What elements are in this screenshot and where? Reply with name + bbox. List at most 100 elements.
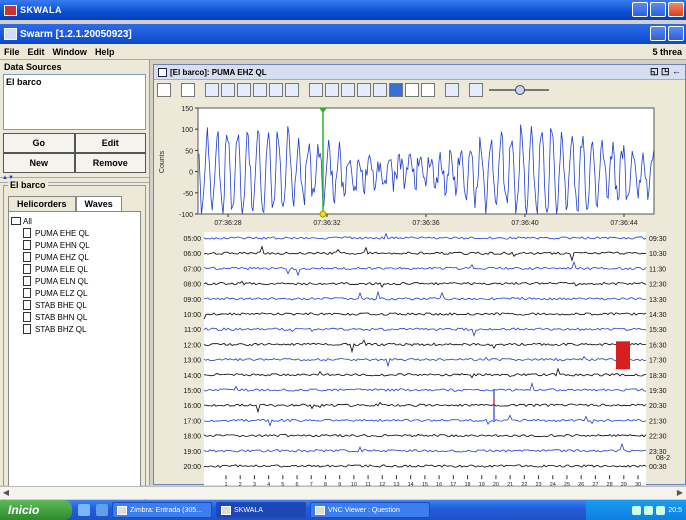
tray-icon[interactable] xyxy=(632,505,642,515)
wave-window-icon xyxy=(158,67,167,77)
scroll-right-icon[interactable]: ▶ xyxy=(676,488,684,497)
swarm-minimize-button[interactable] xyxy=(650,26,666,41)
task-skwala[interactable]: SKWALA xyxy=(216,502,306,518)
cursor-bottom-marker xyxy=(319,210,327,218)
minute-tick-label: 29 xyxy=(621,482,627,486)
helicorder-trace xyxy=(203,381,647,392)
tree-item[interactable]: PUMA EHZ QL xyxy=(11,251,138,263)
helicorder-chart[interactable]: 05:00 09:30 06:00 10:30 07:00 11:30 08:00 12:30… xyxy=(154,232,686,486)
minute-tick-label: 13 xyxy=(393,482,399,486)
edit-button[interactable]: Edit xyxy=(74,133,146,153)
splitter-arrows-icon[interactable]: ▲▼ xyxy=(2,175,14,181)
panel-splitter[interactable]: ▲▼ xyxy=(0,175,149,183)
helicorder-trace xyxy=(203,260,647,277)
clip-icon[interactable] xyxy=(405,83,419,97)
row-time-label-right: 17:30 xyxy=(649,358,667,365)
browser-icon[interactable] xyxy=(96,504,108,516)
minute-tick-label: 21 xyxy=(507,482,513,486)
minute-tick-label: 15 xyxy=(422,482,428,486)
task-vnc-question[interactable]: VNC Viewer : Question xyxy=(310,502,430,518)
slider-knob[interactable] xyxy=(515,85,525,95)
tree-item[interactable]: PUMA ELZ QL xyxy=(11,287,138,299)
scroll-left-icon[interactable]: ◀ xyxy=(2,488,10,497)
row-time-label: 06:00 xyxy=(183,251,201,258)
scale-x-icon[interactable] xyxy=(269,83,283,97)
horizontal-scrollbar[interactable]: ◀ ▶ xyxy=(0,486,686,499)
minute-tick-label: 27 xyxy=(592,482,598,486)
helicorder-trace xyxy=(203,414,647,427)
restore-icon[interactable] xyxy=(157,83,171,97)
magnify-minus-icon[interactable] xyxy=(325,83,339,97)
start-button[interactable]: Inicio xyxy=(0,500,72,520)
vnc-title: SKWALA xyxy=(20,5,62,15)
x-tick-label: 07:36:36 xyxy=(412,220,439,227)
fast-forward-icon[interactable] xyxy=(221,83,235,97)
helicorder-trace xyxy=(203,433,647,438)
gain-slider[interactable] xyxy=(489,83,549,97)
menu-window[interactable]: Window xyxy=(52,46,87,57)
channel-tree: All PUMA EHE QL PUMA EHN QL PUMA EHZ QL … xyxy=(8,211,141,495)
crosshair-icon[interactable] xyxy=(341,83,355,97)
tree-item[interactable]: PUMA EHE QL xyxy=(11,227,138,239)
tab-helicorders[interactable]: Helicorders xyxy=(8,196,76,211)
close-button[interactable] xyxy=(668,2,684,17)
new-button[interactable]: New xyxy=(3,153,75,173)
spectrogram-icon[interactable] xyxy=(389,83,403,97)
copy-icon[interactable] xyxy=(181,83,195,97)
menu-file[interactable]: File xyxy=(4,46,20,57)
row-time-label: 13:00 xyxy=(183,358,201,365)
y-tick-label: 0 xyxy=(189,170,193,177)
menu-bar: File Edit Window Help 5 threa xyxy=(0,44,686,60)
tree-root[interactable]: All xyxy=(11,215,138,227)
minute-tick-label: 7 xyxy=(310,482,313,486)
task-zimbra[interactable]: Zimbra: Entrada (305... xyxy=(112,502,212,518)
group-title: El barco xyxy=(8,180,48,190)
tree-item[interactable]: PUMA ELN QL xyxy=(11,275,138,287)
export-icon[interactable] xyxy=(445,83,459,97)
settings-icon[interactable] xyxy=(421,83,435,97)
go-button[interactable]: Go xyxy=(3,133,75,153)
menu-help[interactable]: Help xyxy=(94,46,115,57)
pick-icon[interactable] xyxy=(357,83,371,97)
tree-item[interactable]: PUMA ELE QL xyxy=(11,263,138,275)
rewind-icon[interactable] xyxy=(205,83,219,97)
zoom-in-icon[interactable] xyxy=(237,83,251,97)
desktop-icon[interactable] xyxy=(78,504,90,516)
tree-item[interactable]: STAB BHE QL xyxy=(11,299,138,311)
y-tick-label: -50 xyxy=(183,191,193,198)
helicorder-trace xyxy=(203,280,647,288)
tab-waves[interactable]: Waves xyxy=(75,196,122,211)
menu-edit[interactable]: Edit xyxy=(27,46,45,57)
tree-item[interactable]: STAB BHZ QL xyxy=(11,323,138,335)
row-time-label: 15:00 xyxy=(183,388,201,395)
data-source-item[interactable]: El barco xyxy=(6,77,42,87)
spectra-icon[interactable] xyxy=(373,83,387,97)
row-time-label: 16:00 xyxy=(183,403,201,410)
row-time-label: 19:00 xyxy=(183,449,201,456)
tree-item-label: PUMA EHZ QL xyxy=(35,252,89,262)
data-sources-list[interactable]: El barco xyxy=(3,74,146,130)
scale-y-icon[interactable] xyxy=(285,83,299,97)
minimize-button[interactable] xyxy=(632,2,648,17)
document-icon xyxy=(23,252,31,262)
window-controls[interactable]: ◱ ◳ ← xyxy=(649,66,681,76)
maximize-button[interactable] xyxy=(650,2,666,17)
row-time-label-right: 00:30 xyxy=(649,464,667,471)
data-sources-title: Data Sources xyxy=(4,62,62,72)
minute-tick-label: 25 xyxy=(564,482,570,486)
task-label: Zimbra: Entrada (305... xyxy=(130,506,202,514)
row-time-label: 17:00 xyxy=(183,418,201,425)
row-time-label-right: 20:30 xyxy=(649,403,667,410)
tray-icon[interactable] xyxy=(656,505,666,515)
zoom-out-icon[interactable] xyxy=(253,83,267,97)
swarm-maximize-button[interactable] xyxy=(668,26,684,41)
helicorder-trace xyxy=(203,367,647,379)
waveform-chart[interactable]: 150 100 50 0 -50 -100 Counts 07:36:28 07:36:32 07… xyxy=(154,102,686,230)
minute-tick-label: 16 xyxy=(436,482,442,486)
magnify-plus-icon[interactable] xyxy=(309,83,323,97)
remove-button[interactable]: Remove xyxy=(74,153,146,173)
tree-item[interactable]: PUMA EHN QL xyxy=(11,239,138,251)
tree-item[interactable]: STAB BHN QL xyxy=(11,311,138,323)
realtime-icon[interactable] xyxy=(469,83,483,97)
tray-icon[interactable] xyxy=(644,505,654,515)
